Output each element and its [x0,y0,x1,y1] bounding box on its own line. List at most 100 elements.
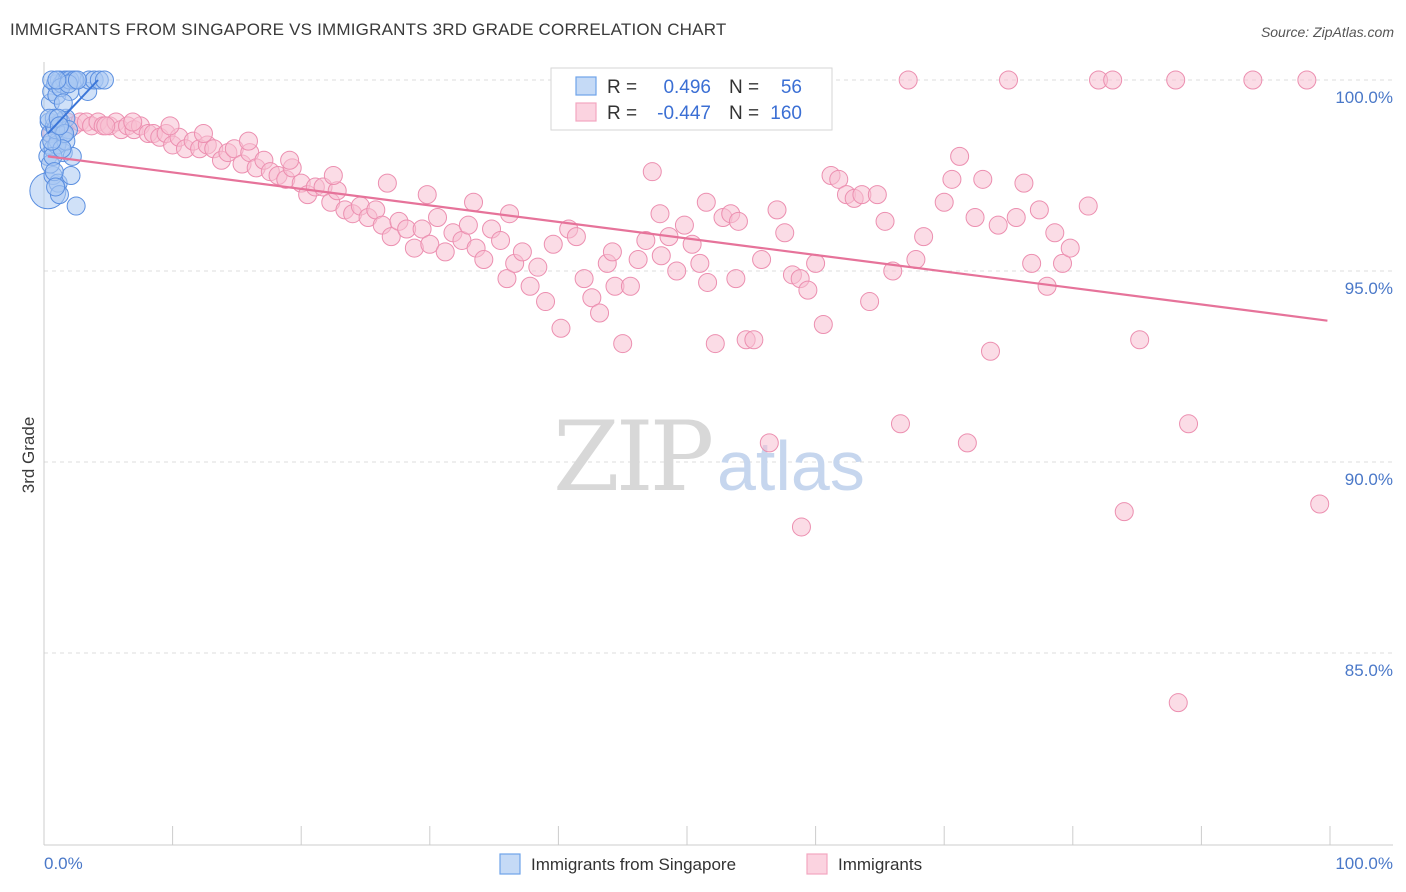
stats-r-value-2: -0.447 [657,103,711,124]
y-tick-label-100: 100.0% [1335,88,1393,107]
trend-line-immigrants [47,155,1328,322]
data-point-immigrants [898,70,918,90]
data-point-immigrants [1045,223,1065,243]
data-point-immigrants [238,131,258,151]
data-point-immigrants [1310,494,1330,514]
x-tick-label-max: 100.0% [1335,854,1393,873]
data-point-immigrants [417,185,437,205]
stats-box: R = 0.496 N = 56 R = -0.447 N = 160 [550,67,833,131]
data-point-immigrants [890,414,910,434]
data-point-immigrants [512,242,532,262]
data-point-immigrants [1168,693,1188,713]
data-point-immigrants [934,192,954,212]
data-point-singapore [49,116,69,136]
y-tick-label-85: 85.0% [1345,661,1393,680]
data-point-immigrants [1053,253,1073,273]
data-point-immigrants [428,208,448,228]
data-point-immigrants [860,292,880,312]
stats-r-label-1: R = [607,77,637,98]
data-point-immigrants [1179,414,1199,434]
data-point-immigrants [628,250,648,270]
data-point-immigrants [474,250,494,270]
data-point-immigrants [323,166,343,185]
stats-swatch-blue [575,76,597,96]
data-point-immigrants [728,211,748,231]
data-point-immigrants [377,173,397,193]
data-point-immigrants [1022,253,1042,273]
stats-n-value-1: 56 [781,77,802,98]
data-point-immigrants [551,318,571,338]
data-point-immigrants [752,250,772,270]
stats-swatch-pink [575,102,597,122]
data-point-immigrants [906,250,926,270]
data-point-immigrants [1060,238,1080,258]
legend-swatch-immigrants [806,853,828,875]
chart-title: IMMIGRANTS FROM SINGAPORE VS IMMIGRANTS … [10,20,727,39]
data-point-immigrants [420,234,440,254]
y-tick-label-90: 90.0% [1345,470,1393,489]
data-point-singapore [94,70,114,90]
data-point-immigrants [96,116,116,136]
data-point-immigrants [381,227,401,247]
data-point-immigrants [698,272,718,292]
y-tick-labels: 85.0% 90.0% 95.0% 100.0% [1335,88,1393,680]
data-point-immigrants [744,330,764,350]
data-point-immigrants [497,269,517,289]
data-point-immigrants [536,292,556,312]
data-point-immigrants [123,112,143,132]
data-point-immigrants [280,150,300,170]
data-point-immigrants [950,146,970,166]
data-point-immigrants [613,334,633,354]
legend-label-immigrants: Immigrants [838,855,922,874]
stats-n-value-2: 160 [770,103,802,124]
data-point-immigrants [965,208,985,228]
data-point-immigrants [988,215,1008,235]
stats-n-label-2: N = [729,103,759,124]
data-point-immigrants [543,234,563,254]
data-point-immigrants [590,303,610,323]
watermark: ZIP atlas [553,401,865,513]
data-point-immigrants [775,223,795,243]
x-tick-marks [43,826,1331,845]
data-point-immigrants [636,230,656,250]
data-point-immigrants [973,169,993,189]
data-point-immigrants [1014,173,1034,193]
data-point-immigrants [726,269,746,289]
source-label: Source: ZipAtlas.com [1260,24,1394,40]
data-point-singapore [67,70,87,90]
series-immigrants-from-singapore [29,70,114,216]
data-point-immigrants [1103,70,1123,90]
stats-box-frame [550,67,833,131]
trend-lines [47,79,1328,322]
data-point-immigrants [690,253,710,273]
data-point-immigrants [160,116,180,136]
data-point-immigrants [705,334,725,354]
data-point-immigrants [582,288,602,308]
data-point-singapore [42,131,62,151]
data-point-immigrants [791,517,811,537]
data-point-immigrants [942,169,962,189]
data-point-singapore [61,166,81,185]
data-point-immigrants [1006,208,1026,228]
y-axis-label: 3rd Grade [19,417,38,494]
data-point-immigrants [767,200,787,220]
data-point-immigrants [620,276,640,296]
data-point-immigrants [566,227,586,247]
watermark-atlas: atlas [717,427,865,505]
data-point-singapore [46,177,66,197]
watermark-zip: ZIP [553,401,712,513]
data-point-immigrants [674,215,694,235]
series-immigrants [42,70,1330,713]
data-point-immigrants [412,219,432,239]
data-point-immigrants [464,192,484,212]
data-point-singapore [47,70,67,90]
data-point-immigrants [1166,70,1186,90]
data-point-immigrants [813,314,833,334]
legend-swatch-singapore [499,853,521,875]
data-point-immigrants [667,261,687,281]
x-tick-label-min: 0.0% [44,854,83,873]
legend-label-singapore: Immigrants from Singapore [531,855,736,874]
data-point-immigrants [875,211,895,231]
trend-line-singapore [47,79,99,135]
stats-r-label-2: R = [607,103,637,124]
